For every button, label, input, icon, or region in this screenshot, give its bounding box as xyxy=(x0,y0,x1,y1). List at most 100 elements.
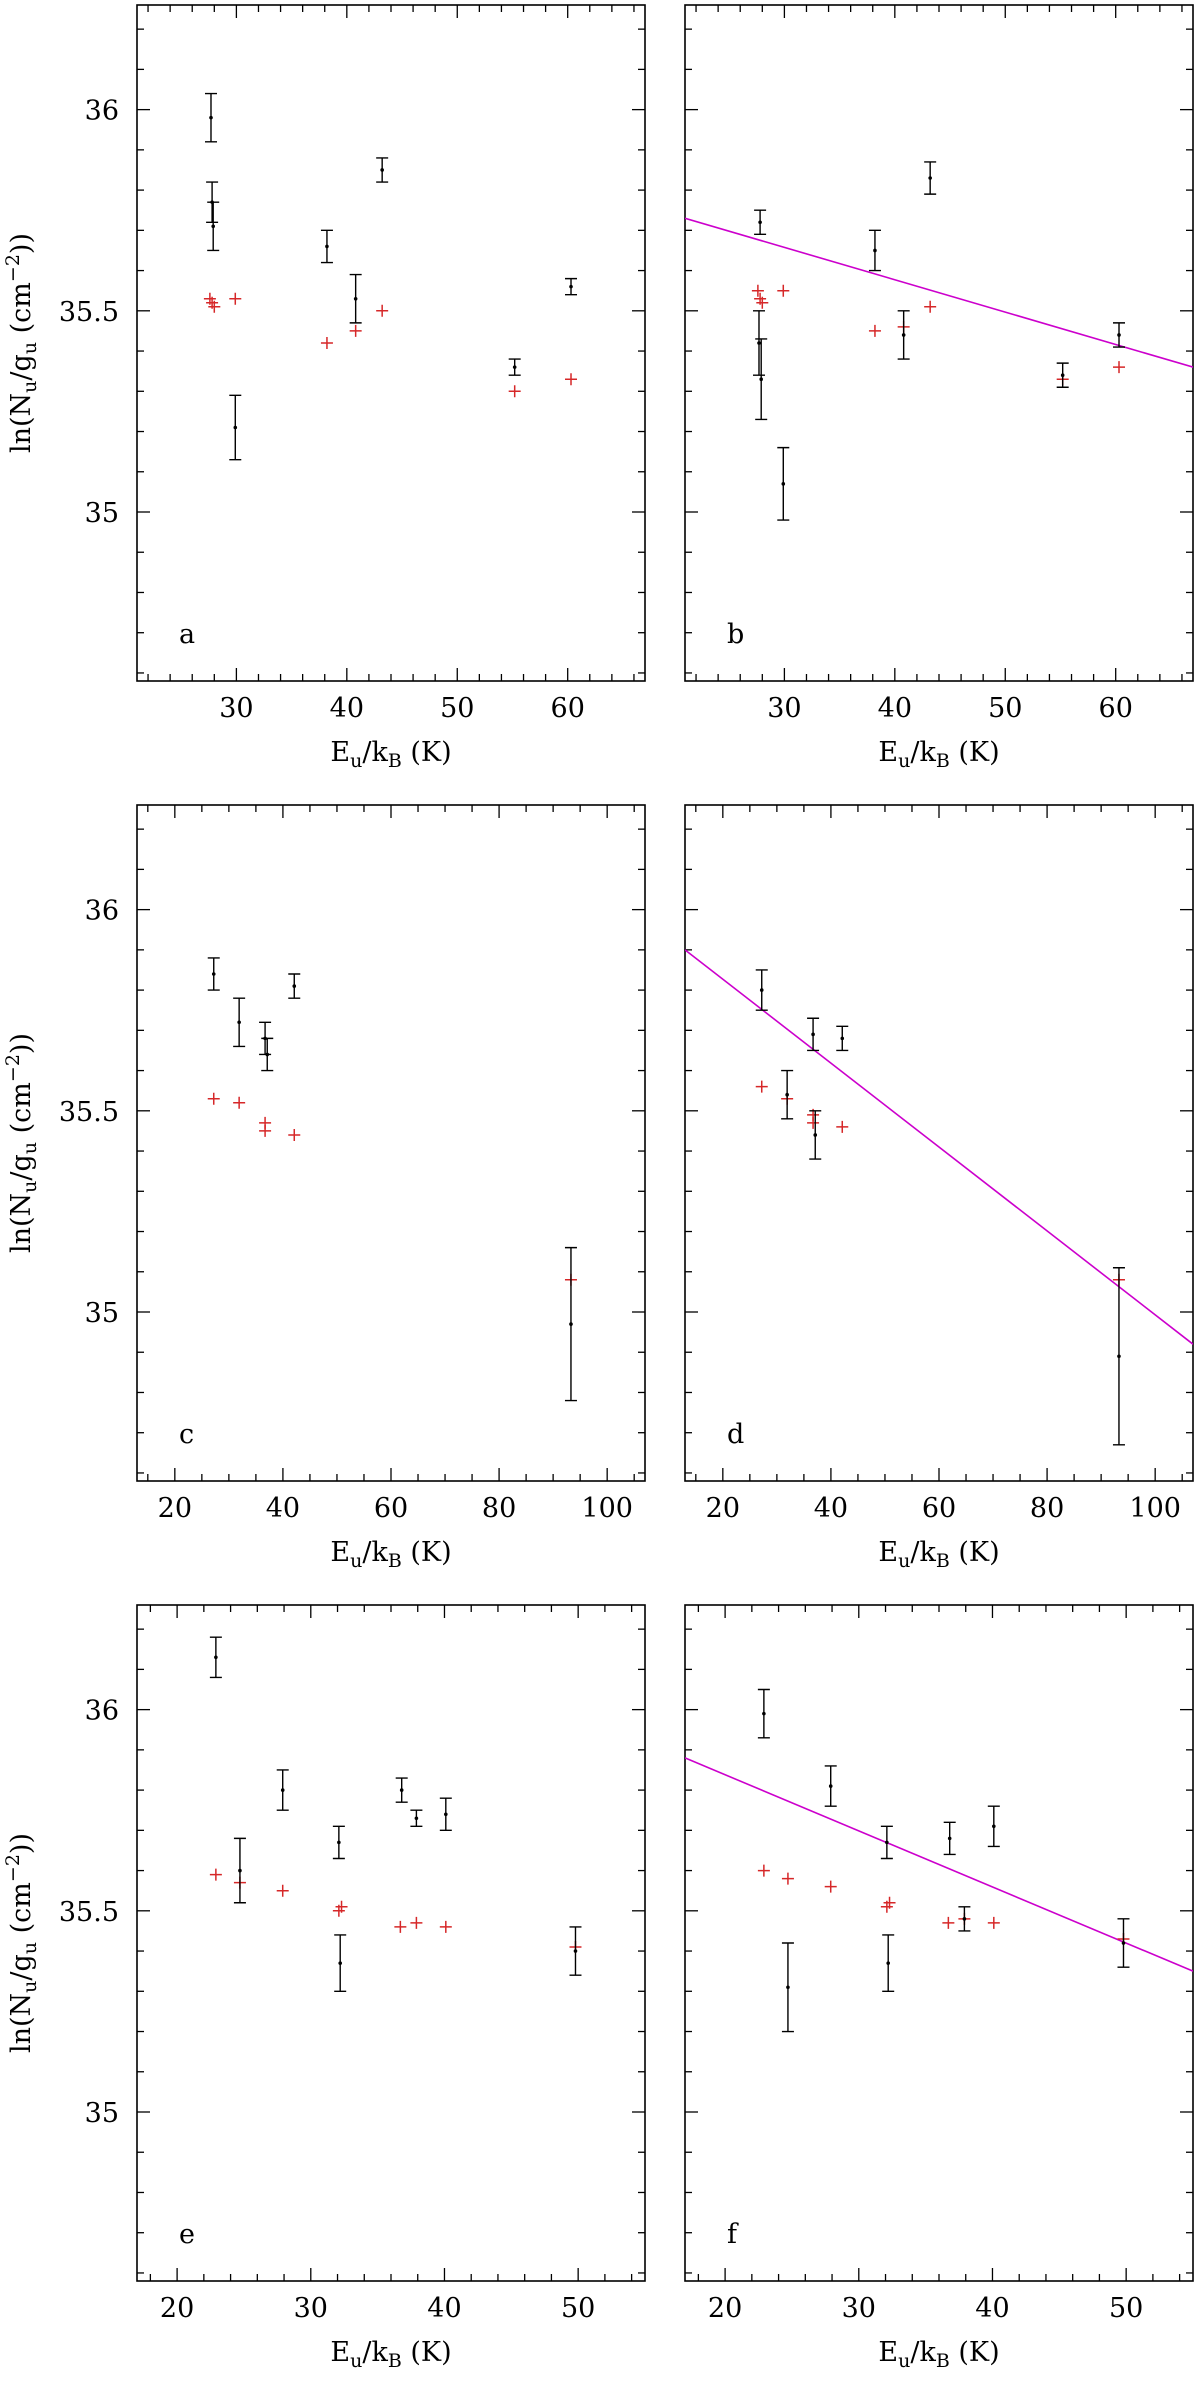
data-point xyxy=(338,1961,342,1965)
model-point xyxy=(781,1872,794,1885)
data-point xyxy=(211,224,215,229)
plot-frame xyxy=(136,4,646,682)
data-point xyxy=(569,284,573,289)
model-point xyxy=(209,1868,222,1881)
y-tick-label: 35.5 xyxy=(59,1897,119,1928)
x-label-main: E xyxy=(330,1537,350,1568)
x-tick-label: 60 xyxy=(551,693,585,724)
data-point xyxy=(759,377,763,382)
data-point xyxy=(209,115,213,120)
data-point xyxy=(1060,373,1065,377)
data-point xyxy=(885,1840,889,1845)
y-label-superscript: −2 xyxy=(2,1854,24,1882)
x-label-subscript: u xyxy=(350,2350,362,2372)
model-point xyxy=(376,304,389,317)
x-tick-label: 60 xyxy=(922,1493,956,1524)
x-tick-label: 40 xyxy=(814,1493,848,1524)
model-point xyxy=(755,1080,768,1093)
x-label-main: E xyxy=(878,737,898,768)
x-tick-label: 50 xyxy=(561,2293,595,2324)
x-tick-label: 40 xyxy=(878,693,912,724)
data-point xyxy=(762,1711,766,1716)
x-axis-label: Eu/kB (K) xyxy=(330,2337,451,2372)
model-point xyxy=(288,1128,301,1141)
x-tick-label: 100 xyxy=(581,1493,633,1524)
panel-b: 30 40 50 60 Eu/kB (K) b xyxy=(684,4,1194,772)
data-point xyxy=(928,176,932,180)
x-axis-label: Eu/kB (K) xyxy=(878,737,999,772)
x-label-unit: (K) xyxy=(950,1537,1000,1568)
data-point xyxy=(828,1784,833,1788)
y-label-unit: (cm xyxy=(6,282,37,342)
y-label-subscript: u xyxy=(19,1181,41,1193)
x-label-mid: /k xyxy=(362,737,388,768)
data-point xyxy=(512,365,517,369)
data-point xyxy=(325,244,329,249)
y-label-main: ln(N xyxy=(6,1193,37,1253)
x-label-mid: /k xyxy=(910,1537,936,1568)
model-point xyxy=(1113,361,1126,374)
x-tick-label: 20 xyxy=(706,1493,740,1524)
x-axis-label: Eu/kB (K) xyxy=(878,1537,999,1572)
x-label-mid: /k xyxy=(910,2337,936,2368)
y-tick-label: 35.5 xyxy=(59,1097,119,1128)
plot-frame xyxy=(684,1604,1194,2282)
x-label-subscript: B xyxy=(936,750,950,772)
data-point xyxy=(1117,333,1121,337)
y-axis-label: ln(Nu/gu (cm−2)) xyxy=(2,233,41,453)
x-label-subscript: B xyxy=(388,750,402,772)
y-tick-label: 36 xyxy=(85,96,119,127)
x-tick-label: 40 xyxy=(427,2293,461,2324)
x-label-mid: /k xyxy=(362,2337,388,2368)
x-label-subscript: B xyxy=(936,1550,950,1572)
data-point xyxy=(573,1949,578,1953)
panel-f: 20 30 40 50 Eu/kB (K) f xyxy=(684,1604,1194,2372)
model-point xyxy=(233,1096,246,1109)
y-tick-label: 35 xyxy=(85,1298,119,1329)
x-axis-label: Eu/kB (K) xyxy=(330,1537,451,1572)
data-point xyxy=(233,425,238,430)
data-point xyxy=(237,1020,241,1025)
data-point xyxy=(399,1788,404,1792)
y-label-superscript: −2 xyxy=(2,254,24,282)
model-point xyxy=(410,1916,423,1929)
x-label-main: E xyxy=(330,737,350,768)
y-tick-label: 35.5 xyxy=(59,297,119,328)
data-point xyxy=(280,1788,285,1792)
panel-d: 20 40 60 80 100 Eu/kB (K) d xyxy=(684,804,1194,1572)
x-tick-label: 50 xyxy=(1109,2293,1143,2324)
fit-line xyxy=(685,1757,1193,1972)
data-point xyxy=(901,333,906,337)
data-point xyxy=(947,1836,952,1841)
y-label-subscript: u xyxy=(19,381,41,393)
y-axis-label: ln(Nu/gu (cm−2)) xyxy=(2,1833,41,2053)
model-point xyxy=(508,385,521,398)
data-point xyxy=(786,1985,790,1990)
data-point xyxy=(414,1816,419,1821)
x-tick-label: 30 xyxy=(219,693,253,724)
data-point xyxy=(962,1917,967,1921)
y-tick-label: 36 xyxy=(85,1696,119,1727)
x-label-mid: /k xyxy=(362,1537,388,1568)
model-point xyxy=(320,337,333,349)
y-label-subscript: u xyxy=(19,342,41,354)
model-point xyxy=(751,284,764,297)
x-tick-label: 20 xyxy=(708,2293,742,2324)
data-point xyxy=(781,482,786,486)
model-point xyxy=(924,300,937,313)
x-label-main: E xyxy=(878,2337,898,2368)
model-point xyxy=(807,1116,820,1129)
data-point xyxy=(380,168,384,172)
model-point xyxy=(868,324,881,337)
model-point xyxy=(208,300,221,313)
x-label-mid: /k xyxy=(910,737,936,768)
x-label-main: E xyxy=(878,1537,898,1568)
y-label-tail: )) xyxy=(6,1033,37,1054)
data-point xyxy=(353,296,358,301)
model-point xyxy=(777,284,790,297)
model-point xyxy=(229,292,242,305)
x-tick-label: 60 xyxy=(1099,693,1133,724)
